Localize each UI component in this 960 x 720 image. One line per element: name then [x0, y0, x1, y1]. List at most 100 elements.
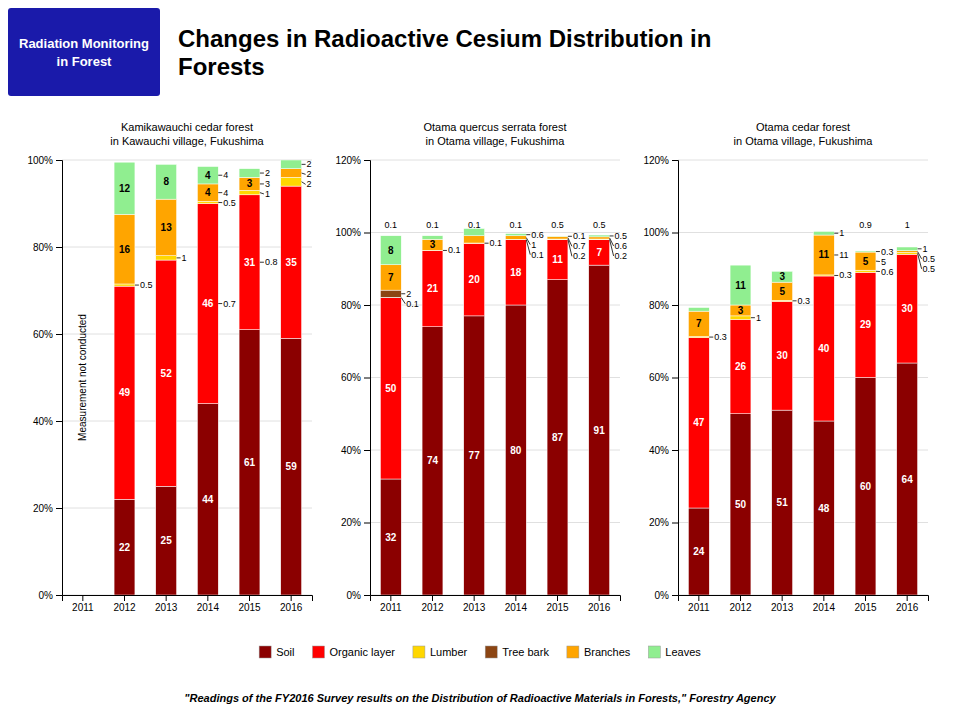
bar-segment: [589, 240, 610, 265]
annotation: 0.1: [490, 238, 503, 248]
legend-label: Tree bark: [502, 646, 549, 658]
axis-line: [63, 596, 313, 602]
text-line: Forests: [178, 53, 265, 80]
bar-segment: [688, 508, 709, 595]
bar-segment: [897, 363, 918, 595]
subtitle: Otama quercus serrata forestin Otama vil…: [423, 121, 566, 147]
x-tick: 2013: [155, 595, 178, 613]
bar-segment: [855, 378, 876, 596]
bar-segment: [730, 316, 751, 320]
leader-line: [302, 173, 306, 174]
grid-line: [62, 508, 312, 509]
y-axis: 0%20%40%60%80%100%: [27, 155, 62, 601]
bar-segment: [730, 320, 751, 414]
grid-line: [370, 377, 620, 378]
x-axis: 201120122013201420152016: [679, 595, 929, 613]
grid-line: [62, 334, 312, 335]
data-label: 40: [818, 343, 830, 354]
bar-segment: [730, 414, 751, 595]
bar-segment: [156, 164, 177, 199]
bar-segment: [505, 234, 526, 236]
x-tick-label: 2014: [505, 602, 528, 613]
grid: [370, 160, 620, 595]
tick-mark: [474, 595, 475, 601]
annotation: 2: [406, 289, 411, 299]
leader-line: [218, 175, 222, 176]
bar-segment: [772, 282, 793, 300]
x-tick-label: 2011: [688, 602, 710, 613]
annotation: 1: [905, 220, 910, 230]
bar-segment: [156, 486, 177, 595]
annotation: 0.2: [615, 251, 628, 261]
annotation: 5: [881, 257, 886, 267]
x-tick-label: 2012: [729, 602, 752, 613]
bar-segment: [505, 305, 526, 595]
bar-segment: [114, 286, 135, 499]
leader-line: [610, 239, 614, 256]
data-label: 87: [552, 432, 564, 443]
y-tick: 40%: [649, 445, 678, 456]
bar-segment: [197, 404, 218, 595]
leader-line: [135, 285, 139, 286]
bar-segment: [855, 252, 876, 270]
x-tick: 2015: [854, 595, 877, 613]
grid-line: [678, 377, 928, 378]
leader-line: [218, 202, 222, 203]
grid-line: [678, 232, 928, 233]
bar-segment: [813, 421, 834, 595]
bar-segment: [281, 169, 302, 178]
text-line: Changes in Radioactive Cesium Distributi…: [178, 25, 711, 52]
tick-mark: [823, 595, 824, 601]
y-tick: 0%: [655, 590, 678, 601]
grid-line: [678, 522, 928, 523]
data-label: 3: [430, 239, 436, 250]
y-tick-label: 120%: [335, 155, 361, 166]
x-tick: 2016: [280, 595, 303, 613]
legend-swatch: [648, 646, 660, 658]
leader-line: [918, 253, 922, 268]
bar-segment: [547, 240, 568, 280]
bar-segment: [281, 160, 302, 169]
data-label: 12: [119, 183, 131, 194]
bar-segment: [380, 236, 401, 265]
y-tick-label: 80%: [33, 242, 53, 253]
leader-line: [302, 164, 306, 165]
bar-segment: [897, 251, 918, 253]
bar-segment: [897, 252, 918, 254]
leader-line: [177, 257, 181, 258]
bar-segment: [422, 239, 443, 250]
data-label: 30: [902, 303, 914, 314]
text-line: in Kawauchi village, Fukushima: [110, 135, 264, 147]
legend: SoilOrganic layerLumberTree barkBranches…: [259, 646, 701, 658]
legend-swatch: [259, 646, 271, 658]
bar-segment: [239, 330, 260, 595]
annotation: 0.5: [223, 198, 236, 208]
y-tick-label: 100%: [643, 227, 669, 238]
y-tick-label: 60%: [33, 329, 53, 340]
leader-line: [401, 298, 405, 304]
leader-line: [918, 248, 922, 249]
bar-segment: [813, 231, 834, 235]
leader-line: [834, 275, 838, 276]
annotation: 0.7: [573, 241, 586, 251]
annotation: 0.5: [615, 231, 628, 241]
x-tick-label: 2015: [546, 602, 569, 613]
bar-segment: [772, 271, 793, 282]
data-label: 77: [469, 450, 481, 461]
y-tick-label: 0%: [347, 590, 362, 601]
bar-segment: [281, 186, 302, 338]
annotation: 0.2: [573, 251, 586, 261]
legend-item: Lumber: [413, 646, 468, 658]
annotation: 2: [265, 168, 270, 178]
data-label: 13: [161, 222, 173, 233]
leader-line: [568, 239, 572, 256]
y-tick-label: 0%: [39, 590, 54, 601]
legend-swatch: [485, 646, 497, 658]
x-tick-label: 2016: [280, 602, 303, 613]
annotation: 2: [307, 159, 312, 169]
annotation: 11: [839, 250, 848, 260]
bar-segment: [281, 338, 302, 595]
data-label: 47: [693, 417, 705, 428]
chart-panel: 2450514860644726304029307351151132011201…: [643, 121, 935, 613]
bar-segment: [772, 410, 793, 595]
